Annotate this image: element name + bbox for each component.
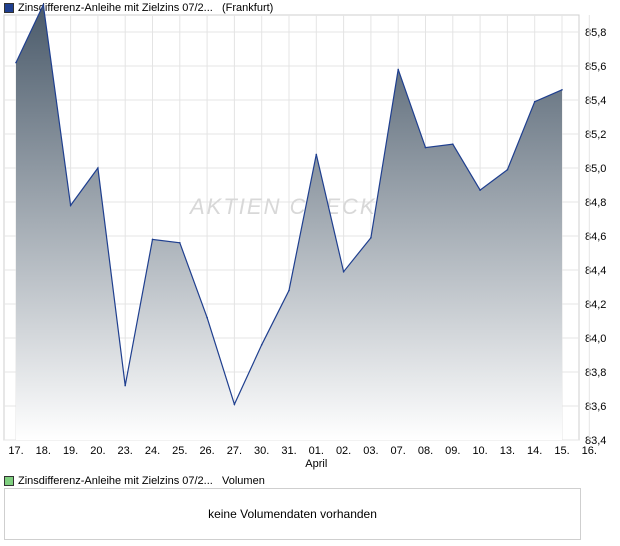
x-tick-label: 10.	[472, 445, 487, 457]
x-tick-label: 19.	[63, 445, 78, 457]
price-point	[506, 168, 509, 171]
x-tick-label: 14.	[527, 445, 542, 457]
price-point	[42, 4, 45, 6]
x-tick-label: 31.	[281, 445, 296, 457]
volume-legend-label: Zinsdifferenz-Anleihe mit Zielzins 07/2.…	[18, 474, 265, 488]
x-tick-label: 08.	[418, 445, 433, 457]
price-point	[452, 143, 454, 145]
y-tick-label: 85,0	[585, 163, 606, 175]
y-tick-label: 85,6	[585, 61, 606, 73]
price-point	[206, 316, 208, 319]
price-point	[260, 344, 263, 346]
volume-legend-series-name: Zinsdifferenz-Anleihe mit Zielzins 07/2.…	[18, 475, 213, 487]
x-tick-label: 15.	[554, 445, 569, 457]
x-tick-label: 16.	[582, 445, 597, 457]
x-tick-label: 07.	[391, 445, 406, 457]
price-point	[233, 403, 236, 406]
volume-legend-suffix: Volumen	[222, 475, 265, 487]
y-tick-label: 84,2	[585, 299, 606, 311]
x-tick-label: 13.	[500, 445, 515, 457]
price-point	[342, 270, 345, 273]
x-tick-label: 09.	[445, 445, 460, 457]
volume-empty-message: keine Volumendaten vorhanden	[208, 507, 377, 521]
x-tick-label: 23.	[118, 445, 133, 457]
price-legend-exchange: (Frankfurt)	[222, 2, 274, 14]
y-tick-label: 84,6	[585, 231, 606, 243]
price-legend-label: Zinsdifferenz-Anleihe mit Zielzins 07/2.…	[18, 1, 273, 15]
volume-legend-swatch	[4, 476, 14, 486]
x-tick-label: 03.	[363, 445, 378, 457]
price-point	[397, 68, 400, 71]
price-point	[424, 146, 427, 149]
y-tick-label: 84,4	[585, 265, 606, 277]
price-point	[370, 236, 372, 239]
price-point	[69, 204, 72, 207]
price-legend: Zinsdifferenz-Anleihe mit Zielzins 07/2.…	[4, 1, 273, 15]
y-tick-label: 85,8	[585, 27, 606, 39]
x-tick-label: 20.	[90, 445, 105, 457]
x-tick-label: 27.	[227, 445, 242, 457]
x-tick-label: 25.	[172, 445, 187, 457]
price-legend-swatch	[4, 3, 14, 13]
volume-legend: Zinsdifferenz-Anleihe mit Zielzins 07/2.…	[4, 474, 265, 488]
x-tick-label: 26.	[199, 445, 214, 457]
price-point	[15, 61, 17, 64]
price-legend-series-name: Zinsdifferenz-Anleihe mit Zielzins 07/2.…	[18, 2, 213, 14]
x-tick-label: 17.	[8, 445, 23, 457]
x-tick-label: 02.	[336, 445, 351, 457]
price-point	[315, 153, 318, 156]
x-tick-label: 30.	[254, 445, 269, 457]
x-month-label: April	[305, 458, 327, 470]
price-point	[479, 189, 481, 191]
price-point	[561, 89, 563, 91]
y-tick-label: 85,4	[585, 95, 606, 107]
y-tick-label: 84,0	[585, 333, 606, 345]
price-point	[151, 238, 154, 241]
y-tick-label: 83,8	[585, 367, 606, 379]
price-point	[533, 100, 536, 103]
x-tick-label: 24.	[145, 445, 160, 457]
watermark-text: AKTIEN CHECK	[188, 194, 377, 219]
y-tick-label: 83,6	[585, 401, 606, 413]
volume-panel: keine Volumendaten vorhanden	[4, 488, 581, 540]
price-point	[179, 242, 181, 244]
price-chart: 83,4 83,6 83,8 84,0 84,2 84,4 84,6 84,8 85,0 85,2…	[3, 2, 606, 470]
price-area	[16, 4, 562, 441]
y-tick-label: 84,8	[585, 197, 606, 209]
y-tick-label: 83,4	[585, 435, 606, 447]
price-point	[97, 167, 99, 169]
price-point	[288, 289, 290, 292]
x-tick-label: 01.	[309, 445, 324, 457]
x-tick-label: 18.	[36, 445, 51, 457]
price-point	[124, 384, 126, 387]
y-tick-label: 85,2	[585, 129, 606, 141]
